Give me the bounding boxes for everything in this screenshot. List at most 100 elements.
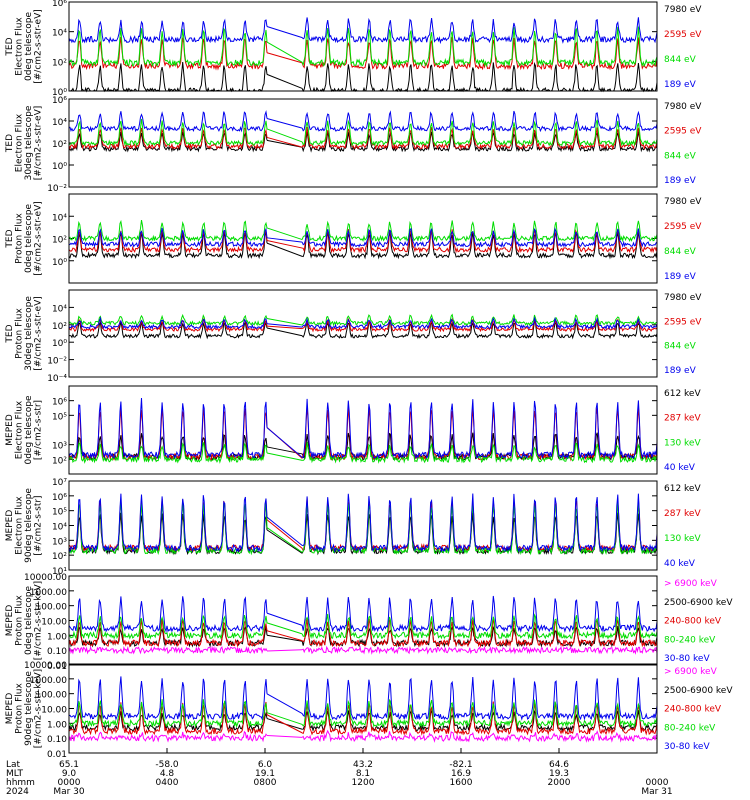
legend-entry: 2500-6900 keV (664, 598, 733, 608)
panel-frame (68, 385, 658, 475)
series-line (68, 316, 268, 330)
y-tick-label: 10³ (52, 537, 67, 547)
y-axis-label-line: Electron Flux (15, 17, 25, 76)
series-line (301, 645, 658, 655)
series-gap-connector (266, 237, 303, 243)
y-axis-label-line: MEPED (5, 605, 15, 637)
series-gap-connector (266, 649, 303, 652)
series-line (68, 397, 268, 460)
series-line (302, 709, 658, 733)
legend-entry: 287 keV (664, 414, 701, 424)
series-gap-connector (266, 26, 303, 39)
legend-entry: 2500-6900 keV (664, 686, 733, 696)
legend-entry: 80-240 keV (664, 723, 716, 733)
x-tick-label: Mar 31 (641, 787, 672, 797)
series-line (301, 497, 658, 553)
series-line (302, 442, 658, 464)
x-tick-label: 64.6 (549, 760, 569, 770)
panel-3: TED Proton Flux 0deg telescope [#/cm2-s-str… (5, 193, 702, 284)
series-line (301, 595, 658, 633)
series-gap-connector (266, 325, 303, 330)
y-axis-label-line: 0deg telescope (24, 204, 34, 274)
y-tick-label: 10⁶ (52, 493, 67, 503)
y-tick-label: 10⁵ (52, 508, 67, 518)
y-axis-label-line: 0deg telescope (24, 395, 34, 465)
series-line (68, 227, 268, 249)
series-line (301, 676, 658, 721)
legend-entry: > 6900 keV (664, 579, 718, 589)
series-line (68, 317, 268, 333)
series-gap-connector (266, 427, 303, 458)
y-tick-label: 10¹ (52, 567, 67, 577)
y-tick-label: 10² (52, 322, 67, 332)
legend-entry: 612 keV (664, 484, 701, 494)
series-line (302, 493, 658, 553)
y-axis-label-line: 90deg telescope (24, 488, 34, 563)
y-axis-label-line: Electron Flux (15, 113, 25, 172)
legend-entry: 240-800 keV (664, 617, 722, 627)
legend-entry: 2595 eV (664, 222, 702, 232)
series-line (68, 699, 268, 729)
panel-7: MEPED Proton Flux 0deg telescope [#/cm2-s-s… (5, 573, 733, 672)
x-axis-row-label: Lat (6, 760, 21, 770)
panel-frame (68, 98, 658, 188)
x-tick-label: 1600 (450, 778, 473, 788)
y-tick-label: 10⁻² (47, 184, 67, 194)
legend-entry: 30-80 keV (664, 742, 710, 752)
series-gap-connector (266, 622, 303, 635)
y-tick-label: 100.00 (36, 691, 68, 701)
series-gap-connector (266, 452, 303, 461)
legend-entry: > 6900 keV (664, 667, 718, 677)
y-tick-label: 10² (52, 236, 67, 246)
series-line (301, 36, 658, 71)
y-axis-label-line: TED (5, 229, 15, 248)
legend-entry: 189 eV (664, 80, 697, 90)
series-line (68, 701, 268, 736)
x-tick-label: 16.9 (451, 769, 471, 779)
y-axis-label-line: [#/cm2-s-str-keV] (34, 581, 44, 660)
y-tick-label: 0.10 (47, 647, 67, 657)
series-line (301, 119, 658, 147)
series-line (68, 118, 268, 147)
series-gap-connector (266, 612, 303, 626)
legend-entry: 7980 eV (664, 5, 702, 15)
x-tick-label: 8.1 (356, 769, 370, 779)
series-gap-connector (266, 529, 303, 554)
y-tick-label: 10² (52, 58, 67, 68)
legend-entry: 844 eV (664, 342, 697, 352)
panel-frame (68, 289, 658, 378)
series-line (68, 18, 268, 45)
y-axis-label-line: Electron Flux (15, 496, 25, 555)
series-line (301, 26, 658, 68)
x-axis-row-label: 2024 (6, 787, 29, 797)
legend-entry: 612 keV (664, 389, 701, 399)
series-line (301, 316, 658, 331)
series-gap-connector (266, 139, 303, 148)
x-tick-label: 6.0 (258, 760, 273, 770)
y-tick-label: 10000.00 (24, 573, 67, 583)
x-tick-label: 1200 (352, 778, 375, 788)
y-tick-label: 10³ (52, 442, 67, 452)
y-axis-label-line: 30deg telescope (24, 105, 34, 180)
series-gap-connector (266, 516, 303, 546)
y-tick-label: 10⁴ (52, 118, 67, 128)
series-line (68, 645, 268, 655)
y-axis-label-line: [#/cm2-s-str-eV] (34, 296, 44, 371)
legend-entry: 2595 eV (664, 127, 702, 137)
x-tick-label: 65.1 (59, 760, 79, 770)
x-tick-label: 9.0 (62, 769, 77, 779)
series-gap-connector (266, 323, 303, 328)
legend-entry: 189 eV (664, 176, 697, 186)
series-gap-connector (266, 240, 303, 249)
series-line (301, 319, 658, 340)
series-gap-connector (266, 136, 303, 148)
x-tick-label: 0800 (254, 778, 277, 788)
y-tick-label: 10⁷ (52, 478, 67, 488)
x-tick-label: -82.1 (449, 760, 472, 770)
series-gap-connector (266, 714, 303, 734)
